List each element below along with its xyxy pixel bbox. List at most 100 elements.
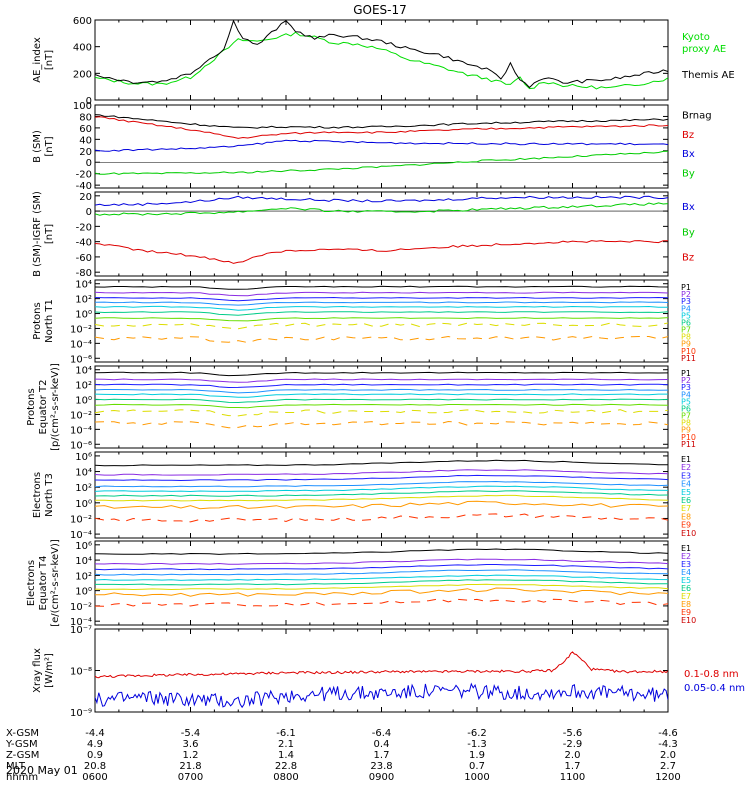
channel-label: E7 — [681, 592, 691, 601]
ephemeris-value: -6.1 — [276, 728, 296, 739]
ephemeris-value: -4.4 — [85, 728, 105, 739]
y-tick-label: 10⁴ — [75, 280, 92, 291]
y-tick-label: 10⁻² — [70, 602, 92, 613]
ephemeris-value: 0.9 — [87, 750, 103, 761]
plot-area — [95, 285, 668, 344]
channel-label: E9 — [681, 608, 691, 617]
y-tick-label: 10² — [75, 381, 92, 392]
channel-label: P10 — [681, 347, 696, 356]
ephemeris-value: -4.6 — [658, 728, 678, 739]
channel-label: P7 — [681, 326, 691, 335]
y-tick-label: -80 — [76, 268, 92, 279]
panel-4: 10⁴ 10² 10⁰ 10⁻² 10⁻⁴ 10⁻⁶ Protons North T1 P1P2… — [32, 279, 696, 365]
series-line — [95, 651, 668, 679]
channel-label: E7 — [681, 504, 691, 513]
channel-label: E3 — [681, 471, 691, 480]
channel-line — [95, 317, 668, 322]
y-tick-label: -40 — [76, 238, 92, 249]
channel-line — [95, 474, 668, 482]
channel-line — [95, 409, 668, 417]
y-tick-label: 10⁻⁹ — [70, 708, 92, 719]
ephemeris-value: 2.0 — [660, 750, 676, 761]
channel-label: P1 — [681, 283, 691, 292]
series-label: Themis AE — [681, 70, 735, 81]
y-axis-label: North T3 — [44, 473, 55, 517]
series-label: Kyoto — [682, 32, 710, 43]
series-label: 0.1-0.8 nm — [684, 669, 739, 680]
ephemeris-value: 3.6 — [183, 739, 199, 750]
y-tick-label: 10⁶ — [75, 452, 92, 463]
ephemeris-value: 2.7 — [660, 761, 676, 772]
y-tick-label: 10⁻⁸ — [70, 667, 92, 678]
ephemeris-value: -6.2 — [467, 728, 487, 739]
y-tick-label: 10⁰ — [75, 310, 92, 321]
channel-line — [95, 500, 668, 510]
channel-line — [95, 574, 668, 581]
ephemeris-row-label: hhmm — [6, 772, 38, 783]
y-axis-label: [e/(cm²-s-sr-keV)] — [50, 539, 61, 627]
y-tick-label: 10² — [75, 483, 92, 494]
y-tick-label: 20 — [79, 192, 92, 203]
channel-line — [95, 598, 668, 607]
plot-area — [95, 371, 668, 429]
y-axis-label: Xray flux — [32, 648, 43, 693]
ephemeris-value: -2.9 — [563, 739, 583, 750]
series-label: proxy AE — [682, 44, 726, 55]
panel-8: 10⁻⁷ 10⁻⁸ 10⁻⁹ Xray flux [W/m²] 0.1-0.8 nm 0.0… — [32, 625, 745, 719]
y-tick-label: 0 — [86, 96, 92, 107]
panel-7: 10⁶ 10⁴ 10² 10⁰ 10⁻² 10⁻⁴ Electrons Equator T4[… — [26, 539, 696, 628]
y-tick-label: -60 — [76, 253, 92, 264]
series-line — [95, 114, 668, 129]
date-label: 2020 May 01 — [6, 764, 78, 777]
channel-line — [95, 579, 668, 586]
series-line — [95, 195, 668, 207]
series-label: By — [682, 227, 695, 238]
channel-label: P4 — [681, 304, 691, 313]
plot-area — [95, 195, 668, 264]
y-tick-label: 10⁴ — [75, 556, 92, 567]
panel-frame — [94, 365, 669, 449]
y-tick-label: 20 — [79, 147, 92, 158]
channel-line — [95, 569, 668, 576]
y-tick-label: 10⁻⁴ — [70, 339, 92, 350]
y-tick-label: 10⁻⁴ — [70, 617, 92, 628]
ephemeris-value: 1.7 — [374, 750, 390, 761]
y-tick-label: 10⁴ — [75, 468, 92, 479]
panel-frame — [94, 628, 669, 713]
ephemeris-value: 1.7 — [565, 761, 581, 772]
channel-line — [95, 403, 668, 409]
ephemeris-value: 0900 — [369, 772, 394, 783]
y-tick-label: 10⁻⁷ — [70, 625, 92, 636]
channel-label: E1 — [681, 544, 691, 553]
y-tick-label: 10² — [75, 295, 92, 306]
y-axis-label: [nT] — [44, 50, 55, 70]
channel-label: P8 — [681, 419, 691, 428]
channel-label: P10 — [681, 433, 696, 442]
channel-line — [95, 296, 668, 302]
channel-line — [95, 388, 668, 394]
panel-5: 10⁴ 10² 10⁰ 10⁻² 10⁻⁴ 10⁻⁶ Protons Equator T2 [p… — [26, 363, 696, 451]
channel-line — [95, 371, 668, 377]
channel-line — [95, 322, 668, 330]
series-label: Bx — [682, 202, 695, 213]
channel-line — [95, 548, 668, 555]
channel-label: E8 — [681, 600, 691, 609]
ephemeris-row-label: Y-GSM — [5, 739, 38, 750]
series-line — [95, 139, 668, 152]
ephemeris-row-label: MLT — [6, 761, 26, 772]
channel-line — [95, 291, 668, 297]
ephemeris-value: 1000 — [464, 772, 489, 783]
y-tick-label: 10⁻⁴ — [70, 425, 92, 436]
channel-label: P9 — [681, 426, 691, 435]
series-label: By — [682, 168, 695, 179]
channel-line — [95, 383, 668, 389]
panel-frame — [94, 191, 669, 277]
ephemeris-value: 1100 — [560, 772, 585, 783]
channel-line — [95, 301, 668, 306]
ephemeris-value: 1.4 — [278, 750, 294, 761]
y-axis-label: Electrons — [32, 472, 43, 518]
channel-label: E6 — [681, 584, 691, 593]
channel-line — [95, 335, 668, 344]
